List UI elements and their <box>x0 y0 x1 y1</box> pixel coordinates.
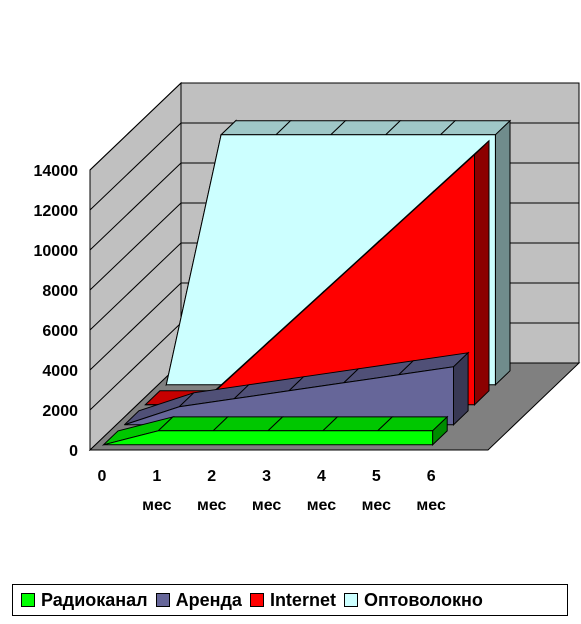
x-tick-label: 5 <box>372 468 381 485</box>
x-tick-label: 6 <box>427 468 436 485</box>
legend: Радиоканал Аренда Internet Оптоволокно <box>12 584 568 616</box>
y-tick-label: 12000 <box>34 203 79 220</box>
series-2 <box>124 351 470 426</box>
legend-label-optovolokno: Оптоволокно <box>363 589 483 610</box>
y-tick-label: 6000 <box>42 323 78 340</box>
legend-label-internet: Internet <box>269 589 336 610</box>
x-tick-label: мес <box>416 497 446 514</box>
x-tick-label: 1 <box>152 468 161 485</box>
x-tick-label: 2 <box>207 468 216 485</box>
legend-item-internet: Internet <box>249 589 336 611</box>
x-tick-label: мес <box>252 497 282 514</box>
chart-series <box>101 119 512 446</box>
x-tick-label: 4 <box>317 468 326 485</box>
y-tick-label: 0 <box>69 443 78 460</box>
legend-swatch-arenda <box>155 593 170 607</box>
series-area <box>145 153 475 406</box>
area-chart-3d: 0 2000 4000 6000 8000 10000 12000 14000 0 1 мес 2 ме… <box>34 81 581 514</box>
x-tick-label: мес <box>307 497 337 514</box>
legend-item-optovolokno: Оптоволокно <box>343 589 483 611</box>
x-tick-label: мес <box>197 497 227 514</box>
series-area <box>124 366 454 426</box>
x-tick-label: мес <box>142 497 172 514</box>
series-area <box>103 430 434 446</box>
y-tick-label: 4000 <box>42 363 78 380</box>
x-tick-label: 0 <box>98 468 107 485</box>
legend-swatch-radiokanal <box>21 593 35 607</box>
legend-label-arenda: Аренда <box>175 589 242 610</box>
x-tick-label: мес <box>362 497 392 514</box>
series-end-cap <box>474 139 490 406</box>
y-tick-label: 8000 <box>42 283 78 300</box>
legend-item-radiokanal: Радиоканал <box>21 590 148 611</box>
gridline <box>89 82 579 171</box>
y-tick-label: 10000 <box>34 243 79 260</box>
legend-item-arenda: Аренда <box>155 589 242 611</box>
x-tick-label: 3 <box>262 468 271 485</box>
y-tick-label: 14000 <box>34 163 79 180</box>
legend-swatch-optovolokno <box>343 593 358 607</box>
series-end-cap <box>494 119 511 386</box>
y-tick-label: 2000 <box>42 403 78 420</box>
axis-labels: 0 2000 4000 6000 8000 10000 12000 14000 0 1 мес 2 ме… <box>34 163 446 514</box>
legend-swatch-internet <box>249 593 264 607</box>
series-3 <box>144 139 490 406</box>
legend-label-radiokanal: Радиоканал <box>41 589 148 610</box>
series-1 <box>101 415 449 446</box>
